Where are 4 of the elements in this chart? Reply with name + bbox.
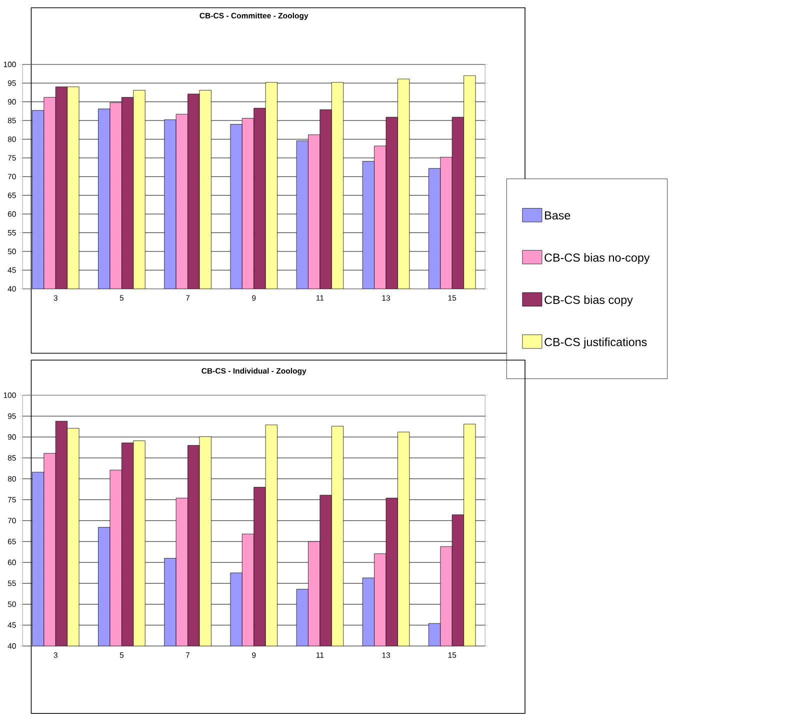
legend-label: CB-CS bias no-copy: [544, 253, 650, 264]
legend-label: Base: [545, 211, 570, 220]
legend-label: CB-CS justifications: [544, 337, 647, 348]
legend-label: CB-CS bias copy: [544, 295, 633, 306]
